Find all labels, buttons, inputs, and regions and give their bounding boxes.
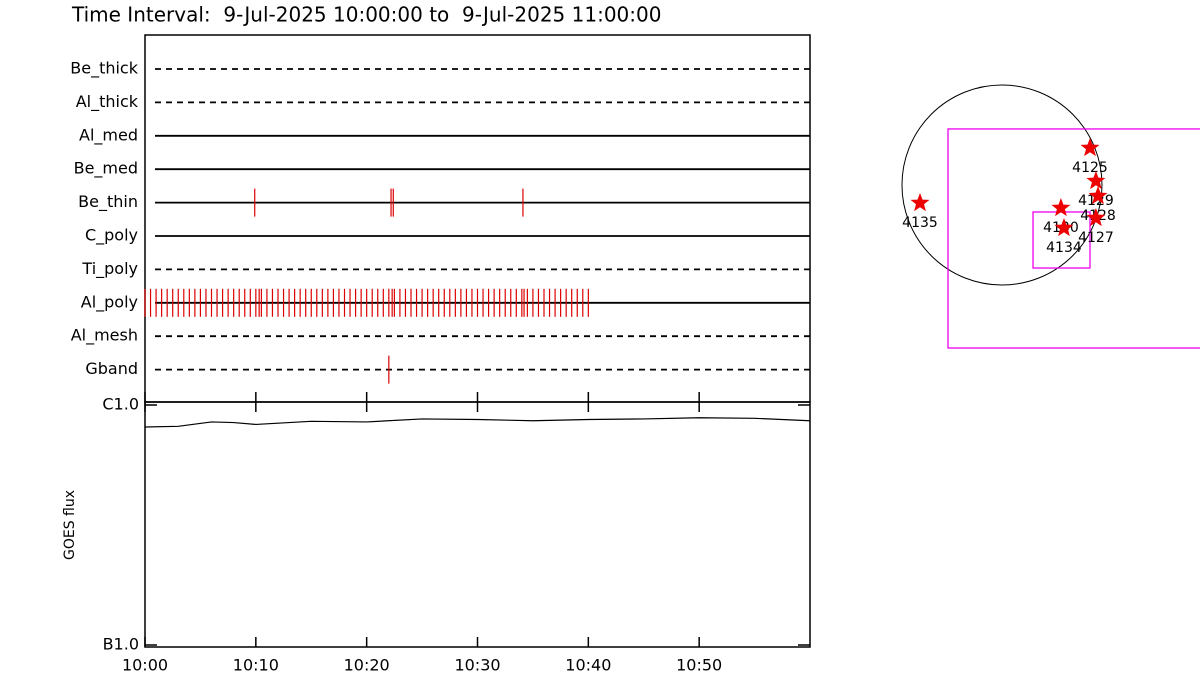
row-label: Al_thick (76, 92, 139, 112)
solar-limb (901, 84, 1103, 286)
region-star (1086, 171, 1106, 190)
region-star (1051, 198, 1071, 217)
row-label: Be_thick (70, 59, 138, 79)
region-label: 4135 (902, 215, 938, 231)
row-label: Ti_poly (81, 259, 138, 279)
row-label: C_poly (85, 226, 138, 246)
row-label: Be_med (74, 159, 138, 179)
region-star (1080, 138, 1100, 157)
chart-title: Time Interval: 9-Jul-2025 10:00:00 to 9-… (71, 3, 661, 27)
y-tick-label: C1.0 (102, 395, 139, 414)
x-tick-label: 10:30 (454, 656, 500, 675)
x-tick-label: 10:50 (676, 656, 722, 675)
y-tick-label: B1.0 (103, 635, 139, 654)
region-label: 4125 (1072, 160, 1108, 176)
fov-box (947, 128, 1200, 349)
region-star (1054, 218, 1074, 237)
region-label: 4134 (1046, 240, 1082, 256)
row-label: Al_mesh (71, 326, 138, 346)
goes-frame (144, 401, 811, 648)
row-label: Gband (85, 359, 138, 378)
x-tick-label: 10:40 (565, 656, 611, 675)
y-axis-label: GOES flux (62, 490, 78, 560)
region-label: 4127 (1078, 230, 1114, 246)
row-label: Al_med (79, 125, 138, 145)
timeline-frame (144, 34, 811, 403)
row-label: Al_poly (81, 292, 138, 312)
x-tick-label: 10:00 (122, 656, 168, 675)
x-tick-label: 10:10 (233, 656, 279, 675)
region-star (910, 193, 930, 212)
region-star (1086, 208, 1106, 227)
x-tick-label: 10:20 (344, 656, 390, 675)
goes-line (144, 417, 811, 428)
region-star (1088, 186, 1108, 205)
row-label: Be_thin (78, 192, 138, 212)
